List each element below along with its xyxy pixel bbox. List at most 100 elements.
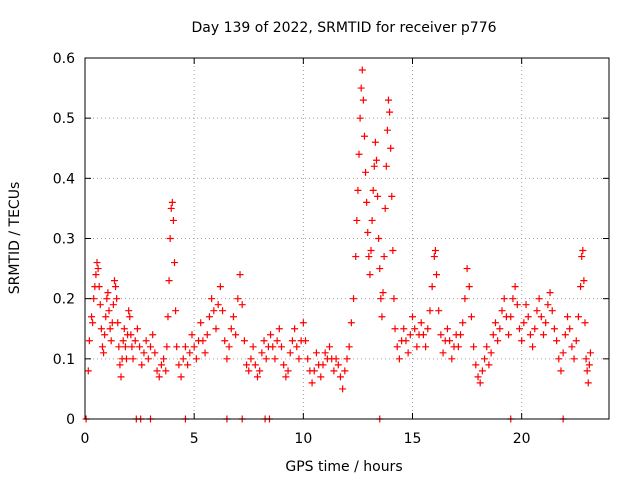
data-point-marker xyxy=(310,367,318,375)
data-point-marker xyxy=(115,343,123,351)
data-point-marker xyxy=(253,373,261,381)
data-point-marker xyxy=(140,349,148,357)
data-point-marker xyxy=(406,331,414,339)
data-point-marker xyxy=(131,337,139,345)
data-point-marker xyxy=(515,325,523,333)
data-point-marker xyxy=(553,337,561,345)
data-point-marker xyxy=(109,301,117,309)
data-point-marker xyxy=(117,373,125,381)
data-point-marker xyxy=(579,247,587,255)
data-point-marker xyxy=(177,373,185,381)
data-point-marker xyxy=(173,343,181,351)
data-point-marker xyxy=(151,349,159,357)
data-point-marker xyxy=(363,198,371,206)
data-point-marker xyxy=(128,343,136,351)
data-point-marker xyxy=(160,355,168,363)
data-point-marker xyxy=(371,138,379,146)
data-point-marker xyxy=(219,307,227,315)
data-point-marker xyxy=(308,379,316,387)
data-point-marker xyxy=(319,361,327,369)
y-tick-label: 0 xyxy=(66,412,75,428)
data-point-marker xyxy=(93,259,101,267)
data-point-marker xyxy=(557,367,565,375)
data-point-marker xyxy=(411,325,419,333)
data-point-marker xyxy=(321,349,329,357)
data-point-marker xyxy=(95,283,103,291)
data-point-marker xyxy=(472,361,480,369)
data-point-marker xyxy=(531,325,539,333)
data-point-marker xyxy=(203,331,211,339)
data-point-marker xyxy=(535,295,543,303)
data-point-marker xyxy=(126,313,134,321)
data-point-marker xyxy=(245,367,253,375)
data-point-marker xyxy=(96,301,104,309)
data-point-marker xyxy=(369,186,377,194)
data-point-marker xyxy=(354,186,362,194)
data-point-marker xyxy=(435,307,443,315)
data-point-marker xyxy=(487,349,495,357)
data-point-marker xyxy=(483,343,491,351)
data-point-marker xyxy=(478,367,486,375)
data-point-marker xyxy=(461,295,469,303)
data-point-marker xyxy=(586,349,594,357)
data-point-marker xyxy=(382,162,390,170)
data-point-marker xyxy=(88,313,96,321)
chart-title: Day 139 of 2022, SRMTID for receiver p77… xyxy=(191,20,496,36)
data-point-marker xyxy=(367,247,375,255)
data-point-marker xyxy=(288,337,296,345)
data-point-marker xyxy=(136,343,144,351)
data-point-marker xyxy=(402,337,410,345)
data-point-marker xyxy=(524,313,532,321)
data-point-marker xyxy=(513,301,521,309)
data-point-marker xyxy=(201,349,209,357)
data-point-marker xyxy=(522,301,530,309)
data-point-marker xyxy=(167,204,175,212)
data-point-marker xyxy=(149,331,157,339)
data-point-marker xyxy=(240,337,248,345)
data-point-marker xyxy=(343,355,351,363)
data-point-marker xyxy=(106,325,114,333)
data-point-marker xyxy=(584,379,592,387)
data-point-marker xyxy=(355,150,363,158)
data-point-marker xyxy=(256,367,264,375)
data-point-marker xyxy=(550,325,558,333)
data-point-marker xyxy=(448,355,456,363)
data-point-marker xyxy=(583,367,591,375)
data-point-marker xyxy=(125,307,133,315)
y-tick-label: 0.5 xyxy=(53,111,75,127)
data-point-marker xyxy=(570,355,578,363)
data-point-marker xyxy=(352,253,360,261)
data-point-marker xyxy=(234,295,242,303)
data-point-marker xyxy=(275,325,283,333)
data-point-marker xyxy=(147,343,154,351)
data-point-marker xyxy=(247,355,255,363)
data-point-marker xyxy=(260,337,268,345)
data-point-marker xyxy=(375,235,383,242)
data-point-marker xyxy=(116,361,124,369)
data-point-marker xyxy=(481,355,489,363)
data-point-marker xyxy=(155,373,163,381)
data-point-marker xyxy=(376,265,384,273)
data-point-marker xyxy=(172,307,180,315)
data-point-marker xyxy=(463,265,471,273)
data-point-marker xyxy=(169,216,177,224)
data-point-marker xyxy=(377,295,385,303)
data-point-marker xyxy=(229,313,237,321)
data-point-marker xyxy=(119,337,127,345)
data-point-marker xyxy=(214,301,222,309)
data-point-marker xyxy=(225,343,233,351)
data-point-marker xyxy=(216,283,224,291)
data-point-marker xyxy=(166,235,174,242)
data-point-marker xyxy=(578,253,586,261)
data-point-marker xyxy=(417,319,425,327)
data-point-marker xyxy=(153,367,161,375)
data-point-marker xyxy=(295,355,303,363)
y-tick-label: 0.2 xyxy=(53,292,75,308)
data-point-marker xyxy=(302,337,310,345)
data-point-marker xyxy=(317,373,325,381)
data-point-marker xyxy=(262,355,270,363)
data-point-marker xyxy=(232,331,240,339)
data-point-marker xyxy=(533,307,541,315)
x-tick-label: 15 xyxy=(404,431,422,447)
